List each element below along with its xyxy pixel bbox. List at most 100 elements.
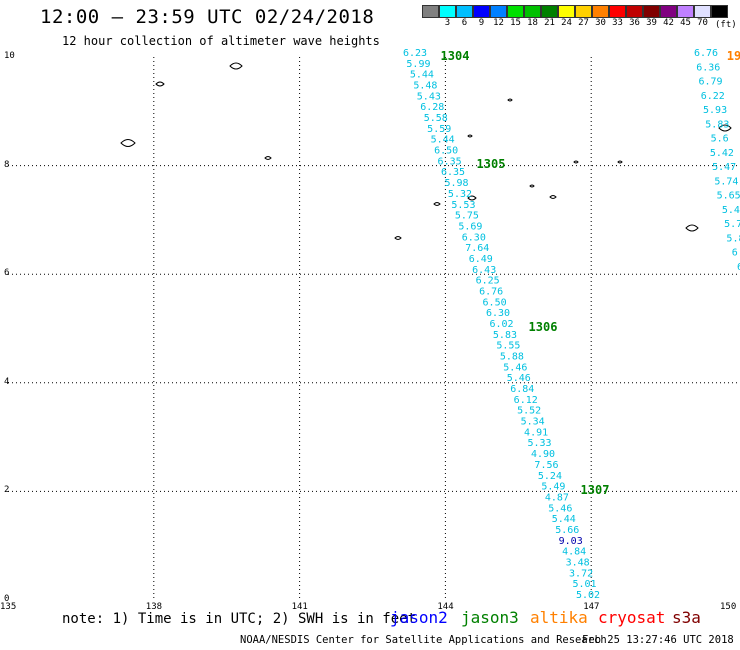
wave-height-label: 3.48 <box>566 557 590 568</box>
legend-swatch <box>626 5 643 18</box>
wave-height-label: 4.84 <box>562 547 586 558</box>
wave-height-label: 5.99 <box>406 59 430 70</box>
legend-swatch <box>490 5 507 18</box>
legend-swatch <box>558 5 575 18</box>
wave-height-label: 5.74 <box>714 176 738 187</box>
legend-swatch <box>660 5 677 18</box>
legend-label: 42 <box>663 18 674 28</box>
wave-height-label: 6.50 <box>483 297 507 308</box>
wave-height-label: 5.44 <box>410 70 434 81</box>
credit-text: NOAA/NESDIS Center for Satellite Applica… <box>240 634 607 646</box>
legend-unit: (ft) <box>715 20 737 30</box>
wave-height-label: 5.44 <box>552 514 576 525</box>
wave-height-label: 6.30 <box>486 308 510 319</box>
legend-swatch <box>643 5 660 18</box>
wave-height-label: 5.83 <box>493 330 517 341</box>
legend-swatch <box>439 5 456 18</box>
legend-label: 18 <box>527 18 538 28</box>
legend-label: 21 <box>544 18 555 28</box>
longitude-tick: 135 <box>0 602 17 612</box>
wave-height-label: 5.75 <box>455 211 479 222</box>
wave-height-label: 7.64 <box>465 243 489 254</box>
wave-height-label: 5.52 <box>517 406 541 417</box>
wave-height-label: 5.48 <box>413 81 437 92</box>
legend-label: 24 <box>561 18 572 28</box>
wave-height-label: 5.49 <box>541 482 565 493</box>
wave-height-label: 5.6 <box>711 134 729 145</box>
legend-label: 6 <box>461 18 468 28</box>
latitude-tick: 6 <box>4 268 10 279</box>
island-outline <box>467 195 477 201</box>
island-outline <box>549 195 557 199</box>
wave-height-label: 6.84 <box>510 384 534 395</box>
wave-height-label: 5.43 <box>417 91 441 102</box>
island-outline <box>433 202 441 206</box>
pass-time-label: 19 <box>727 49 740 63</box>
wave-height-label: 5.59 <box>427 124 451 135</box>
wave-height-label: 5.83 <box>705 119 729 130</box>
latitude-tick: 8 <box>4 159 10 170</box>
wave-height-label: 6.28 <box>420 102 444 113</box>
wave-height-label: 5.93 <box>703 105 727 116</box>
legend-label: 27 <box>578 18 589 28</box>
wave-height-label: 6.36 <box>696 62 720 73</box>
island-outline <box>529 184 535 188</box>
legend-label: 12 <box>493 18 504 28</box>
latitude-tick: 10 <box>4 51 15 61</box>
wave-height-label: 4.87 <box>545 492 569 503</box>
island-outline <box>120 139 136 147</box>
island-outline <box>573 160 579 164</box>
island-outline <box>718 124 732 132</box>
wave-height-label: 5.34 <box>521 417 545 428</box>
legend-swatch <box>473 5 490 18</box>
island-outline <box>264 156 272 160</box>
satellite-label: s3a <box>672 608 701 627</box>
legend-label: 3 <box>444 18 451 28</box>
legend-swatch <box>575 5 592 18</box>
pass-time-label: 1305 <box>477 157 506 171</box>
legend-label: 70 <box>697 18 708 28</box>
footer-note: note: 1) Time is in UTC; 2) SWH is in fe… <box>62 611 417 627</box>
island-outline <box>467 134 473 138</box>
wave-height-label: 4.90 <box>531 449 555 460</box>
island-outline <box>394 236 402 240</box>
wave-height-label: 5.24 <box>538 471 562 482</box>
wave-height-label: 6.25 <box>476 276 500 287</box>
wave-height-label: 5.58 <box>424 113 448 124</box>
page-subtitle: 12 hour collection of altimeter wave hei… <box>62 34 380 48</box>
generated-timestamp: Feb 25 13:27:46 UTC 2018 <box>582 634 734 646</box>
longitude-tick: 150 <box>720 602 737 612</box>
legend-swatch <box>677 5 694 18</box>
wave-height-label: 6.30 <box>462 232 486 243</box>
legend-label: 45 <box>680 18 691 28</box>
wave-height-label: 6.49 <box>469 254 493 265</box>
wave-height-label: 5.66 <box>555 525 579 536</box>
wave-height-label: 5.33 <box>528 438 552 449</box>
satellite-label: jason3 <box>461 608 519 627</box>
legend-swatch <box>507 5 524 18</box>
wave-height-label: 5.8 <box>726 233 740 244</box>
wave-height-label: 6.35 <box>441 167 465 178</box>
wave-height-label: 5.7 <box>724 219 740 230</box>
legend-swatch <box>711 5 728 18</box>
island-outline <box>617 160 623 164</box>
legend-label: 33 <box>612 18 623 28</box>
wave-height-label: 6.50 <box>434 146 458 157</box>
legend-label: 30 <box>595 18 606 28</box>
latitude-tick: 2 <box>4 485 10 496</box>
longitude-tick: 144 <box>437 602 454 612</box>
wave-height-label: 6.79 <box>698 77 722 88</box>
wave-height-label: 5.98 <box>444 178 468 189</box>
wave-height-label: 6.02 <box>489 319 513 330</box>
wave-height-label: 5.01 <box>572 579 596 590</box>
legend-label: 39 <box>646 18 657 28</box>
wave-height-label: 5.65 <box>717 191 740 202</box>
pass-time-label: 1306 <box>529 320 558 334</box>
wave-height-label: 6.76 <box>694 48 718 59</box>
wave-height-label: 5.4 <box>722 205 740 216</box>
legend-swatch <box>524 5 541 18</box>
wave-height-label: 5.69 <box>458 221 482 232</box>
pass-time-label: 1307 <box>581 483 610 497</box>
